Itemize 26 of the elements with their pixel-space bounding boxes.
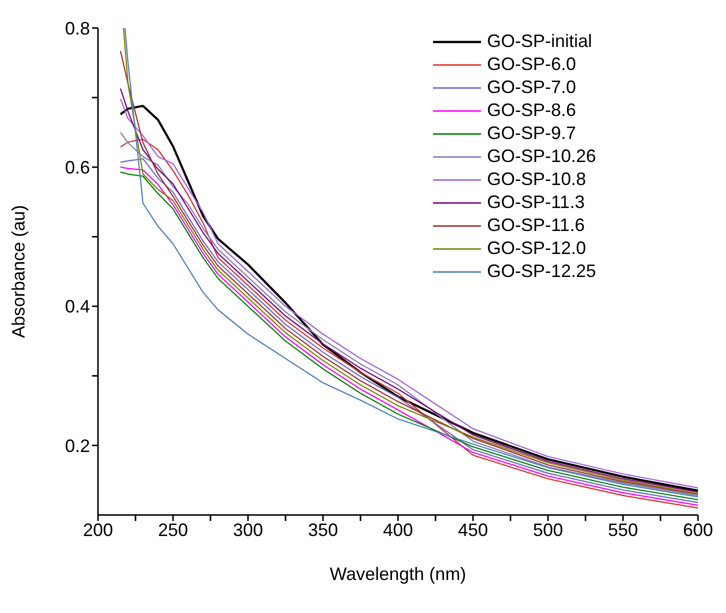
legend-label: GO-SP-6.0 — [487, 54, 576, 75]
y-tick-label: 0.2 — [64, 436, 90, 456]
x-tick-label: 400 — [382, 520, 414, 540]
legend-label: GO-SP-12.25 — [487, 261, 596, 282]
x-tick-label: 450 — [458, 520, 488, 540]
legend-label: GO-SP-initial — [487, 31, 592, 52]
x-tick-label: 350 — [308, 520, 338, 540]
y-tick-label: 0.8 — [64, 18, 90, 38]
legend-label: GO-SP-9.7 — [487, 123, 576, 144]
legend-label: GO-SP-10.26 — [487, 146, 596, 167]
y-axis-title: Absorbance (au) — [8, 204, 28, 338]
x-tick-label: 500 — [532, 520, 564, 540]
legend-label: GO-SP-11.6 — [487, 215, 585, 236]
x-tick-label: 200 — [82, 520, 114, 540]
legend-label: GO-SP-10.8 — [487, 169, 586, 190]
x-tick-label: 250 — [158, 520, 188, 540]
y-tick-label: 0.4 — [64, 296, 90, 317]
legend-label: GO-SP-12.0 — [487, 238, 586, 259]
x-axis-title: Wavelength (nm) — [330, 564, 466, 584]
legend-label: GO-SP-8.6 — [487, 100, 576, 121]
x-tick-label: 550 — [608, 520, 638, 540]
x-tick-label: 300 — [232, 520, 264, 540]
y-tick-label: 0.6 — [64, 158, 90, 178]
x-tick-label: 600 — [682, 520, 714, 540]
legend-label: GO-SP-7.0 — [487, 77, 576, 98]
legend-label: GO-SP-11.3 — [487, 192, 585, 213]
